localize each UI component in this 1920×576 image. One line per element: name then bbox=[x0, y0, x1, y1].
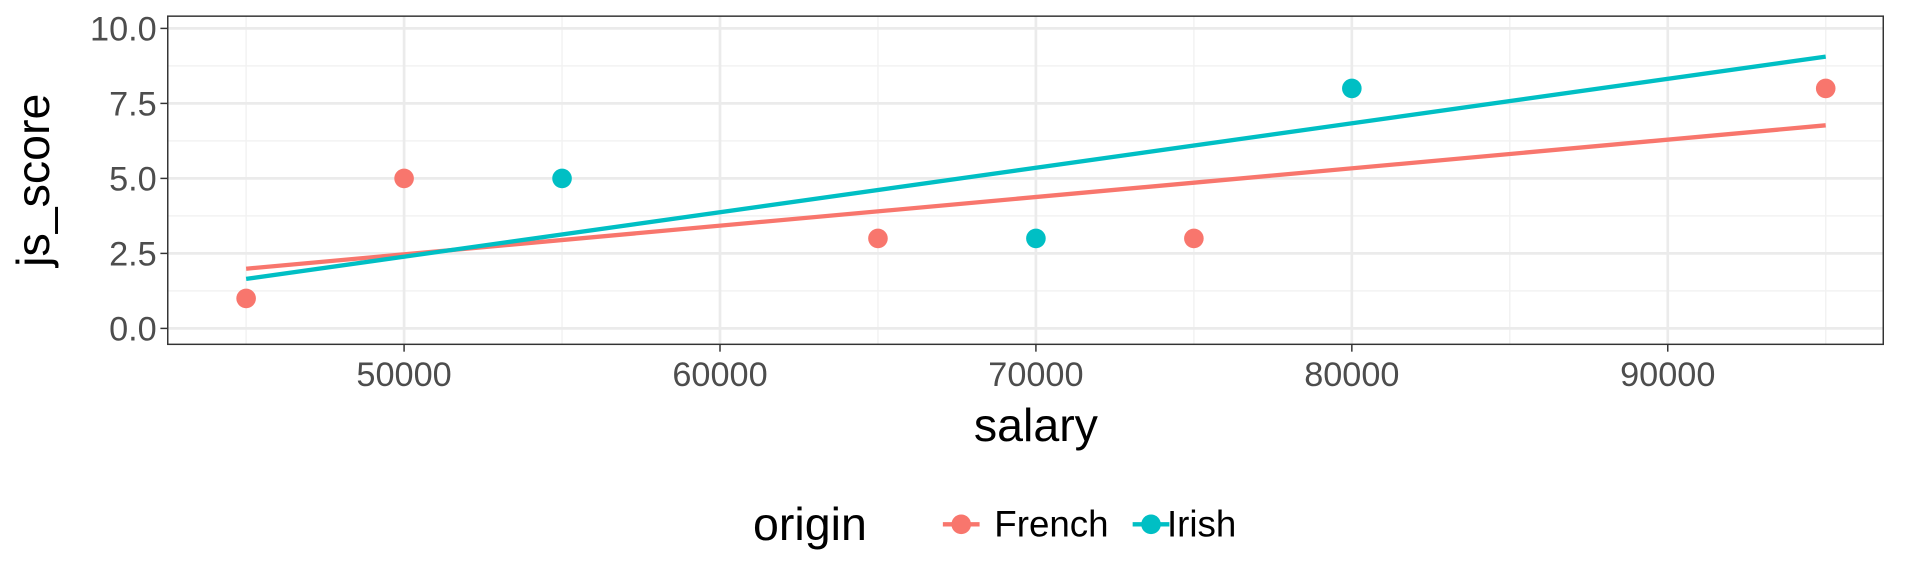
point-french bbox=[1184, 228, 1204, 249]
legend-key-point bbox=[951, 514, 972, 535]
y-tick-label: 7.5 bbox=[109, 86, 157, 124]
fit-line-irish bbox=[245, 54, 1827, 282]
y-axis-title: js_score bbox=[7, 94, 59, 269]
y-tick-label: 10.0 bbox=[90, 11, 157, 49]
legend-title: origin bbox=[753, 498, 867, 550]
point-irish bbox=[1026, 228, 1046, 249]
y-tick-label: 0.0 bbox=[109, 311, 157, 349]
point-irish bbox=[1342, 78, 1362, 99]
fit-line-french bbox=[245, 123, 1826, 271]
gridlines bbox=[167, 16, 1884, 345]
point-irish bbox=[552, 168, 572, 189]
x-tick-label: 90000 bbox=[1620, 356, 1715, 394]
legend-item-irish: Irish bbox=[1132, 504, 1236, 545]
x-axis: 50000 60000 70000 80000 90000 bbox=[356, 344, 1715, 394]
legend: origin French Irish bbox=[753, 498, 1236, 550]
y-tick-label: 5.0 bbox=[109, 161, 157, 199]
y-axis: 0.0 2.5 5.0 7.5 10.0 bbox=[90, 11, 168, 349]
panel-border bbox=[167, 15, 1884, 346]
x-axis-title: salary bbox=[974, 399, 1099, 451]
fit-lines bbox=[245, 54, 1827, 282]
x-tick-label: 70000 bbox=[988, 356, 1083, 394]
point-french bbox=[868, 228, 888, 249]
data-points bbox=[236, 78, 1836, 309]
point-french bbox=[236, 288, 256, 309]
point-french bbox=[394, 168, 414, 189]
legend-label: Irish bbox=[1167, 504, 1236, 545]
legend-item-french: French bbox=[942, 504, 1109, 545]
legend-label: French bbox=[994, 504, 1108, 545]
x-tick-label: 80000 bbox=[1304, 356, 1399, 394]
x-tick-label: 60000 bbox=[672, 356, 767, 394]
y-tick-label: 2.5 bbox=[109, 236, 157, 274]
point-french bbox=[1815, 78, 1836, 99]
x-tick-label: 50000 bbox=[356, 356, 451, 394]
legend-key-point bbox=[1141, 514, 1161, 535]
